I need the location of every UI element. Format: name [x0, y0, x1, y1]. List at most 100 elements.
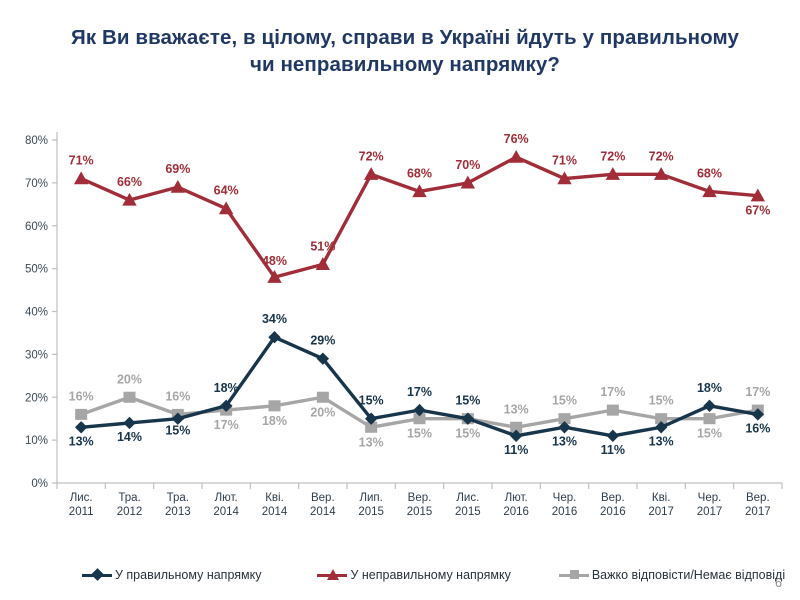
data-point-marker — [558, 421, 571, 434]
data-point-marker — [363, 167, 379, 180]
data-point-label: 18% — [214, 381, 239, 395]
data-point-label: 13% — [552, 434, 577, 448]
chart-axes — [52, 132, 783, 489]
data-point-marker — [508, 149, 524, 163]
chart-legend: У правильному напрямку У неправильному на… — [66, 563, 785, 587]
data-point-marker — [606, 429, 620, 443]
legend-item[interactable]: Важко відповісти/Немає відповіді — [558, 568, 785, 582]
legend-label: У правильному напрямку — [115, 568, 262, 582]
data-point-label: 72% — [359, 149, 384, 163]
data-point-label: 51% — [310, 239, 335, 253]
data-point-label: 18% — [262, 414, 287, 428]
x-axis-category-label: 2017 — [745, 506, 771, 518]
data-point-marker — [412, 184, 427, 198]
legend-item[interactable]: У правильному напрямку — [82, 568, 261, 582]
data-point-label: 68% — [407, 166, 432, 180]
x-axis-category-label: 2016 — [503, 506, 529, 518]
data-point-marker — [170, 179, 186, 193]
data-point-marker — [123, 391, 136, 403]
x-axis-category-label: Вер. — [601, 492, 625, 504]
y-axis-tick: 0% — [31, 478, 48, 490]
x-axis-category-label: 2016 — [600, 506, 626, 518]
x-axis-category-label: Вер. — [408, 492, 432, 504]
x-axis-category-label: Чер. — [698, 492, 722, 504]
data-point-label: 16% — [745, 421, 770, 435]
x-axis-category-label: 2011 — [69, 506, 94, 518]
data-point-label: 76% — [504, 132, 529, 146]
data-point-label: 11% — [504, 443, 528, 457]
chart-data-labels: 16% 20% 16% 17% 18% 20% 13% 15% 15% 13% 15% 17% 15% 1… — [69, 132, 771, 457]
x-axis-category-label: Лют. — [215, 492, 238, 504]
x-axis-category-label: Лют. — [505, 492, 528, 504]
legend-label: У неправильному напрямку — [350, 568, 511, 582]
data-point-marker — [123, 416, 136, 430]
data-point-marker — [510, 421, 523, 433]
data-point-label: 15% — [697, 427, 722, 441]
y-axis-tick: 30% — [25, 349, 48, 361]
data-point-marker — [653, 167, 669, 180]
data-point-label: 15% — [649, 394, 674, 408]
data-point-marker — [268, 331, 281, 344]
x-axis-category-label: Чер. — [553, 492, 577, 504]
data-point-label: 15% — [552, 394, 577, 408]
data-point-marker — [655, 413, 668, 425]
y-axis-tick: 20% — [25, 392, 48, 404]
data-point-marker — [750, 188, 766, 202]
data-point-marker — [558, 413, 571, 425]
y-axis-tick: 60% — [25, 221, 48, 233]
x-axis-category-label: 2017 — [697, 506, 723, 518]
y-axis-tick-labels: 0% 10% 20% 30% 40% 50% 60% 70% 80% — [25, 135, 48, 490]
x-axis-category-label: 2014 — [262, 506, 288, 518]
data-point-marker — [413, 413, 426, 425]
data-point-marker — [702, 184, 717, 198]
x-axis-category-label: 2013 — [165, 506, 191, 518]
data-point-marker — [73, 171, 89, 185]
y-axis-tick: 80% — [25, 135, 48, 147]
x-axis-category-label: Лип. — [359, 492, 382, 504]
data-point-marker — [460, 175, 476, 189]
data-point-label: 16% — [165, 389, 190, 403]
data-point-marker — [364, 412, 378, 425]
legend-diamond-icon — [82, 568, 112, 582]
x-axis-category-label: 2015 — [407, 506, 433, 518]
data-point-label: 72% — [649, 149, 674, 163]
data-point-marker — [267, 270, 282, 283]
y-axis-tick: 10% — [25, 435, 48, 447]
data-point-label: 13% — [69, 434, 94, 448]
x-axis-category-label: Вер. — [746, 492, 770, 504]
x-axis-category-label: Вер. — [311, 492, 335, 504]
data-point-marker — [74, 421, 88, 434]
page-title: Як Ви вважаєте, в цілому, справи в Украї… — [70, 26, 740, 76]
chart-series-group — [73, 149, 766, 443]
data-point-marker — [316, 391, 329, 403]
data-point-label: 69% — [165, 162, 190, 176]
data-point-label: 66% — [117, 175, 142, 189]
data-point-marker — [268, 400, 281, 412]
data-point-marker — [654, 421, 668, 434]
data-point-marker — [751, 408, 765, 421]
data-point-label: 29% — [310, 334, 335, 348]
data-point-label: 72% — [600, 149, 625, 163]
data-point-label: 16% — [69, 389, 94, 403]
data-point-label: 13% — [649, 434, 674, 448]
legend-square-icon — [558, 568, 589, 582]
legend-item[interactable]: У неправильному напрямку — [317, 568, 511, 582]
x-axis-category-label: Лис. — [456, 492, 479, 504]
data-point-marker — [316, 352, 330, 365]
data-point-label: 15% — [165, 424, 190, 438]
x-axis-category-label: Лис. — [70, 492, 93, 504]
data-point-marker — [122, 192, 137, 206]
data-point-label: 71% — [69, 154, 94, 168]
x-axis-category-label: Тра. — [118, 492, 140, 504]
data-point-label: 70% — [455, 158, 480, 172]
data-point-label: 15% — [455, 394, 480, 408]
y-axis-tick: 70% — [25, 178, 48, 190]
x-axis-category-label: 2017 — [648, 506, 674, 518]
data-point-label: 13% — [504, 402, 529, 416]
x-axis-category-label: Тра. — [167, 492, 189, 504]
x-axis-category-label: 2014 — [213, 506, 239, 518]
data-point-marker — [219, 399, 233, 413]
data-point-label: 64% — [214, 184, 239, 198]
